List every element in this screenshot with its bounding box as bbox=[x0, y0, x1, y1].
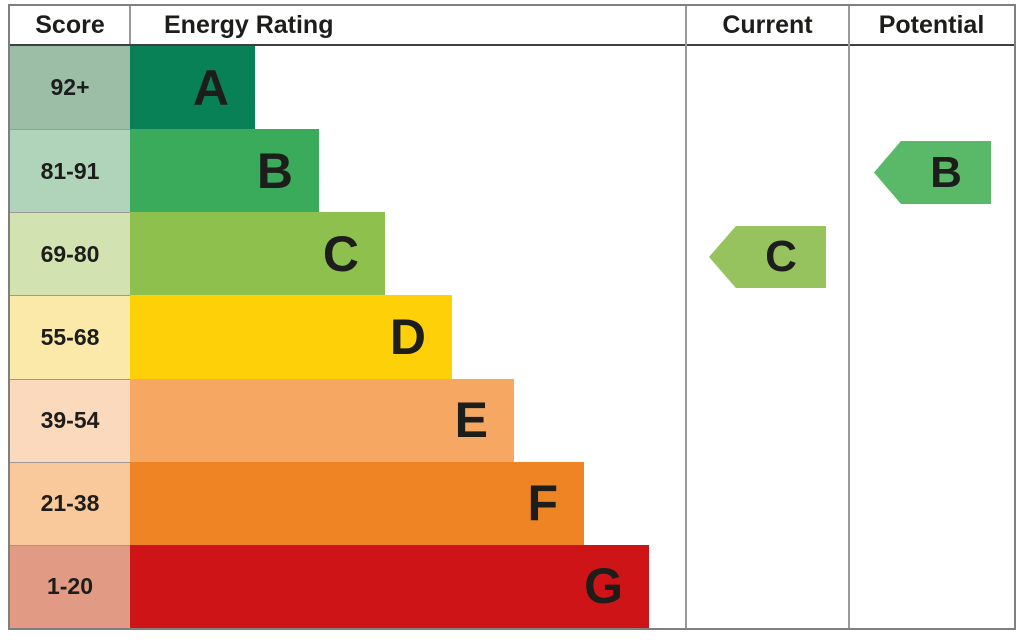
potential-rating-arrow: B bbox=[874, 141, 991, 204]
header-energy-rating: Energy Rating bbox=[164, 10, 334, 39]
band-bar-b: B bbox=[130, 129, 319, 213]
band-row-e: 39-54 E bbox=[10, 378, 1014, 462]
header-current: Current bbox=[722, 10, 813, 39]
band-bar-d: D bbox=[130, 295, 452, 379]
header-potential: Potential bbox=[878, 10, 985, 39]
band-bar-e: E bbox=[130, 378, 514, 462]
header-score: Score bbox=[35, 10, 105, 39]
score-range-f: 21-38 bbox=[10, 461, 130, 545]
band-rows: 92+ A 81-91 B 69-80 C 55-68 D 39-54 E 21… bbox=[10, 46, 1014, 628]
epc-energy-rating-chart: Score Energy Rating Current Potential 92… bbox=[8, 4, 1016, 630]
band-bar-a: A bbox=[130, 46, 255, 130]
score-range-g: 1-20 bbox=[10, 544, 130, 628]
band-row-g: 1-20 G bbox=[10, 544, 1014, 628]
band-row-f: 21-38 F bbox=[10, 461, 1014, 545]
score-range-a: 92+ bbox=[10, 46, 130, 130]
band-row-d: 55-68 D bbox=[10, 295, 1014, 379]
score-range-c: 69-80 bbox=[10, 212, 130, 296]
band-bar-f: F bbox=[130, 461, 584, 545]
header-row: Score Energy Rating Current Potential bbox=[10, 6, 1014, 46]
band-bar-c: C bbox=[130, 212, 385, 296]
band-row-b: 81-91 B bbox=[10, 129, 1014, 213]
score-range-d: 55-68 bbox=[10, 295, 130, 379]
band-bar-g: G bbox=[130, 544, 649, 628]
score-range-b: 81-91 bbox=[10, 129, 130, 213]
score-range-e: 39-54 bbox=[10, 378, 130, 462]
current-column-divider bbox=[685, 6, 687, 628]
band-row-c: 69-80 C bbox=[10, 212, 1014, 296]
band-row-a: 92+ A bbox=[10, 46, 1014, 130]
score-column-divider bbox=[129, 6, 131, 44]
current-rating-arrow: C bbox=[709, 226, 826, 288]
potential-column-divider bbox=[848, 6, 850, 628]
